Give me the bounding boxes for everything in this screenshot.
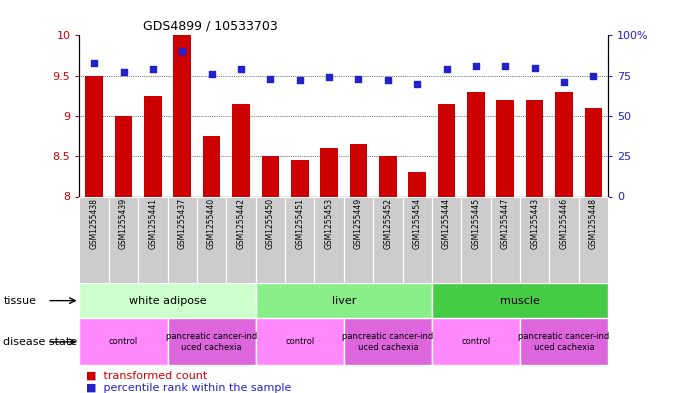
Text: control: control: [109, 338, 138, 346]
Point: [265, 76, 276, 82]
Text: GSM1255438: GSM1255438: [90, 198, 99, 249]
Text: GSM1255439: GSM1255439: [119, 198, 128, 249]
Bar: [115, 116, 132, 196]
Text: GSM1255448: GSM1255448: [589, 198, 598, 249]
Bar: [285, 196, 314, 283]
Bar: [496, 100, 514, 196]
Bar: [462, 196, 491, 283]
Point: [588, 72, 599, 79]
Text: GSM1255447: GSM1255447: [501, 198, 510, 249]
Text: GSM1255451: GSM1255451: [295, 198, 304, 249]
Bar: [379, 156, 397, 196]
Bar: [256, 318, 344, 365]
Point: [177, 48, 188, 55]
Bar: [79, 318, 167, 365]
Bar: [432, 283, 608, 318]
Bar: [314, 196, 343, 283]
Bar: [408, 172, 426, 196]
Bar: [549, 196, 578, 283]
Bar: [585, 108, 602, 196]
Text: GSM1255440: GSM1255440: [207, 198, 216, 249]
Text: GSM1255446: GSM1255446: [560, 198, 569, 249]
Bar: [173, 35, 191, 197]
Text: control: control: [285, 338, 314, 346]
Bar: [167, 196, 197, 283]
Bar: [232, 104, 249, 196]
Text: GSM1255453: GSM1255453: [325, 198, 334, 249]
Bar: [432, 318, 520, 365]
Bar: [109, 196, 138, 283]
Point: [529, 64, 540, 71]
Text: GSM1255441: GSM1255441: [149, 198, 158, 249]
Point: [147, 66, 158, 72]
Point: [412, 81, 423, 87]
Text: GSM1255450: GSM1255450: [266, 198, 275, 249]
Point: [236, 66, 247, 72]
Point: [558, 79, 569, 85]
Bar: [167, 318, 256, 365]
Bar: [432, 196, 462, 283]
Bar: [555, 92, 573, 196]
Text: GSM1255437: GSM1255437: [178, 198, 187, 249]
Point: [441, 66, 452, 72]
Text: pancreatic cancer-ind
uced cachexia: pancreatic cancer-ind uced cachexia: [166, 332, 257, 352]
Point: [118, 69, 129, 75]
Point: [500, 63, 511, 69]
Point: [382, 77, 393, 84]
Bar: [520, 196, 549, 283]
Bar: [467, 92, 484, 196]
Point: [206, 71, 217, 77]
Text: pancreatic cancer-ind
uced cachexia: pancreatic cancer-ind uced cachexia: [518, 332, 609, 352]
Point: [294, 77, 305, 84]
Bar: [79, 196, 109, 283]
Text: disease state: disease state: [3, 337, 77, 347]
Bar: [520, 318, 608, 365]
Bar: [79, 283, 256, 318]
Bar: [344, 196, 373, 283]
Text: GSM1255444: GSM1255444: [442, 198, 451, 249]
Bar: [350, 144, 367, 196]
Text: liver: liver: [332, 296, 356, 306]
Bar: [202, 136, 220, 196]
Bar: [291, 160, 308, 196]
Bar: [491, 196, 520, 283]
Point: [323, 74, 334, 81]
Text: GSM1255449: GSM1255449: [354, 198, 363, 249]
Text: GSM1255443: GSM1255443: [530, 198, 539, 249]
Bar: [256, 196, 285, 283]
Bar: [227, 196, 256, 283]
Bar: [261, 156, 279, 196]
Text: ■  percentile rank within the sample: ■ percentile rank within the sample: [86, 383, 292, 393]
Bar: [578, 196, 608, 283]
Text: GSM1255452: GSM1255452: [384, 198, 392, 249]
Bar: [526, 100, 543, 196]
Text: GSM1255442: GSM1255442: [236, 198, 245, 249]
Text: GDS4899 / 10533703: GDS4899 / 10533703: [143, 20, 278, 33]
Text: tissue: tissue: [3, 296, 37, 306]
Text: white adipose: white adipose: [129, 296, 207, 306]
Bar: [256, 283, 432, 318]
Bar: [197, 196, 227, 283]
Point: [471, 63, 482, 69]
Point: [353, 76, 364, 82]
Bar: [320, 148, 338, 196]
Text: muscle: muscle: [500, 296, 540, 306]
Bar: [344, 318, 432, 365]
Text: pancreatic cancer-ind
uced cachexia: pancreatic cancer-ind uced cachexia: [342, 332, 433, 352]
Bar: [85, 75, 103, 196]
Bar: [144, 96, 162, 196]
Bar: [402, 196, 432, 283]
Text: ■  transformed count: ■ transformed count: [86, 371, 207, 381]
Bar: [373, 196, 402, 283]
Text: control: control: [462, 338, 491, 346]
Point: [88, 60, 100, 66]
Text: GSM1255445: GSM1255445: [471, 198, 480, 249]
Text: GSM1255454: GSM1255454: [413, 198, 422, 249]
Bar: [437, 104, 455, 196]
Bar: [138, 196, 167, 283]
